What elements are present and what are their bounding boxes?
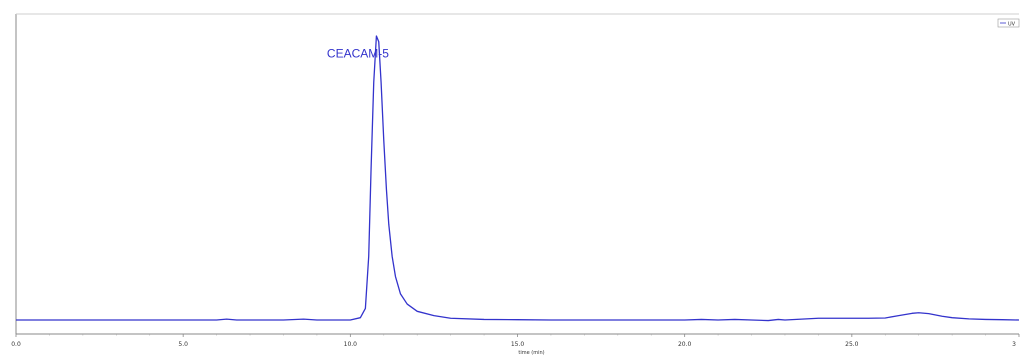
x-tick-label: 5.0	[178, 341, 188, 348]
legend: UV	[997, 18, 1020, 28]
x-tick-label: 0.0	[11, 341, 21, 348]
legend-box	[997, 18, 1020, 28]
x-tick-label: 10.0	[344, 341, 358, 348]
legend-entry-uv: UV	[1008, 22, 1016, 28]
x-axis-tick-labels: 0.0 5.0 10.0 15.0 20.0 25.0 3	[11, 341, 1016, 348]
series-line	[16, 35, 1020, 322]
x-tick-label: 3	[1012, 341, 1016, 348]
x-axis-ticks	[15, 334, 1020, 337]
x-axis-label: time (min)	[518, 350, 544, 356]
x-tick-label: 25.0	[845, 341, 859, 348]
x-tick-label: 20.0	[678, 341, 692, 348]
x-tick-label: 15.0	[511, 341, 525, 348]
peak-annotation: CEACAM-5	[327, 46, 389, 60]
